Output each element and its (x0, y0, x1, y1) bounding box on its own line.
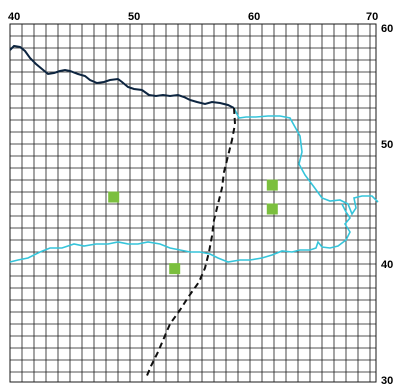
y-tick-label: 30 (381, 375, 393, 385)
coastline-north-dark (9, 44, 235, 109)
boundary-dashed-line (145, 107, 237, 379)
grid-border (9, 23, 377, 383)
x-tick-label: 50 (128, 11, 140, 23)
location-marker (266, 203, 278, 215)
location-marker (266, 179, 278, 191)
marker-layer (108, 179, 278, 275)
location-marker (108, 191, 120, 203)
x-tick-label: 40 (8, 11, 20, 23)
coastline-east-light (233, 107, 379, 216)
y-tick-label: 40 (381, 259, 393, 271)
location-marker (169, 263, 181, 275)
y-tick-label: 60 (381, 23, 393, 35)
map-grid (9, 23, 377, 383)
coastline-inlet-light (9, 203, 351, 263)
x-tick-label: 70 (366, 11, 378, 23)
x-tick-label: 60 (248, 11, 260, 23)
y-tick-label: 50 (381, 139, 393, 151)
